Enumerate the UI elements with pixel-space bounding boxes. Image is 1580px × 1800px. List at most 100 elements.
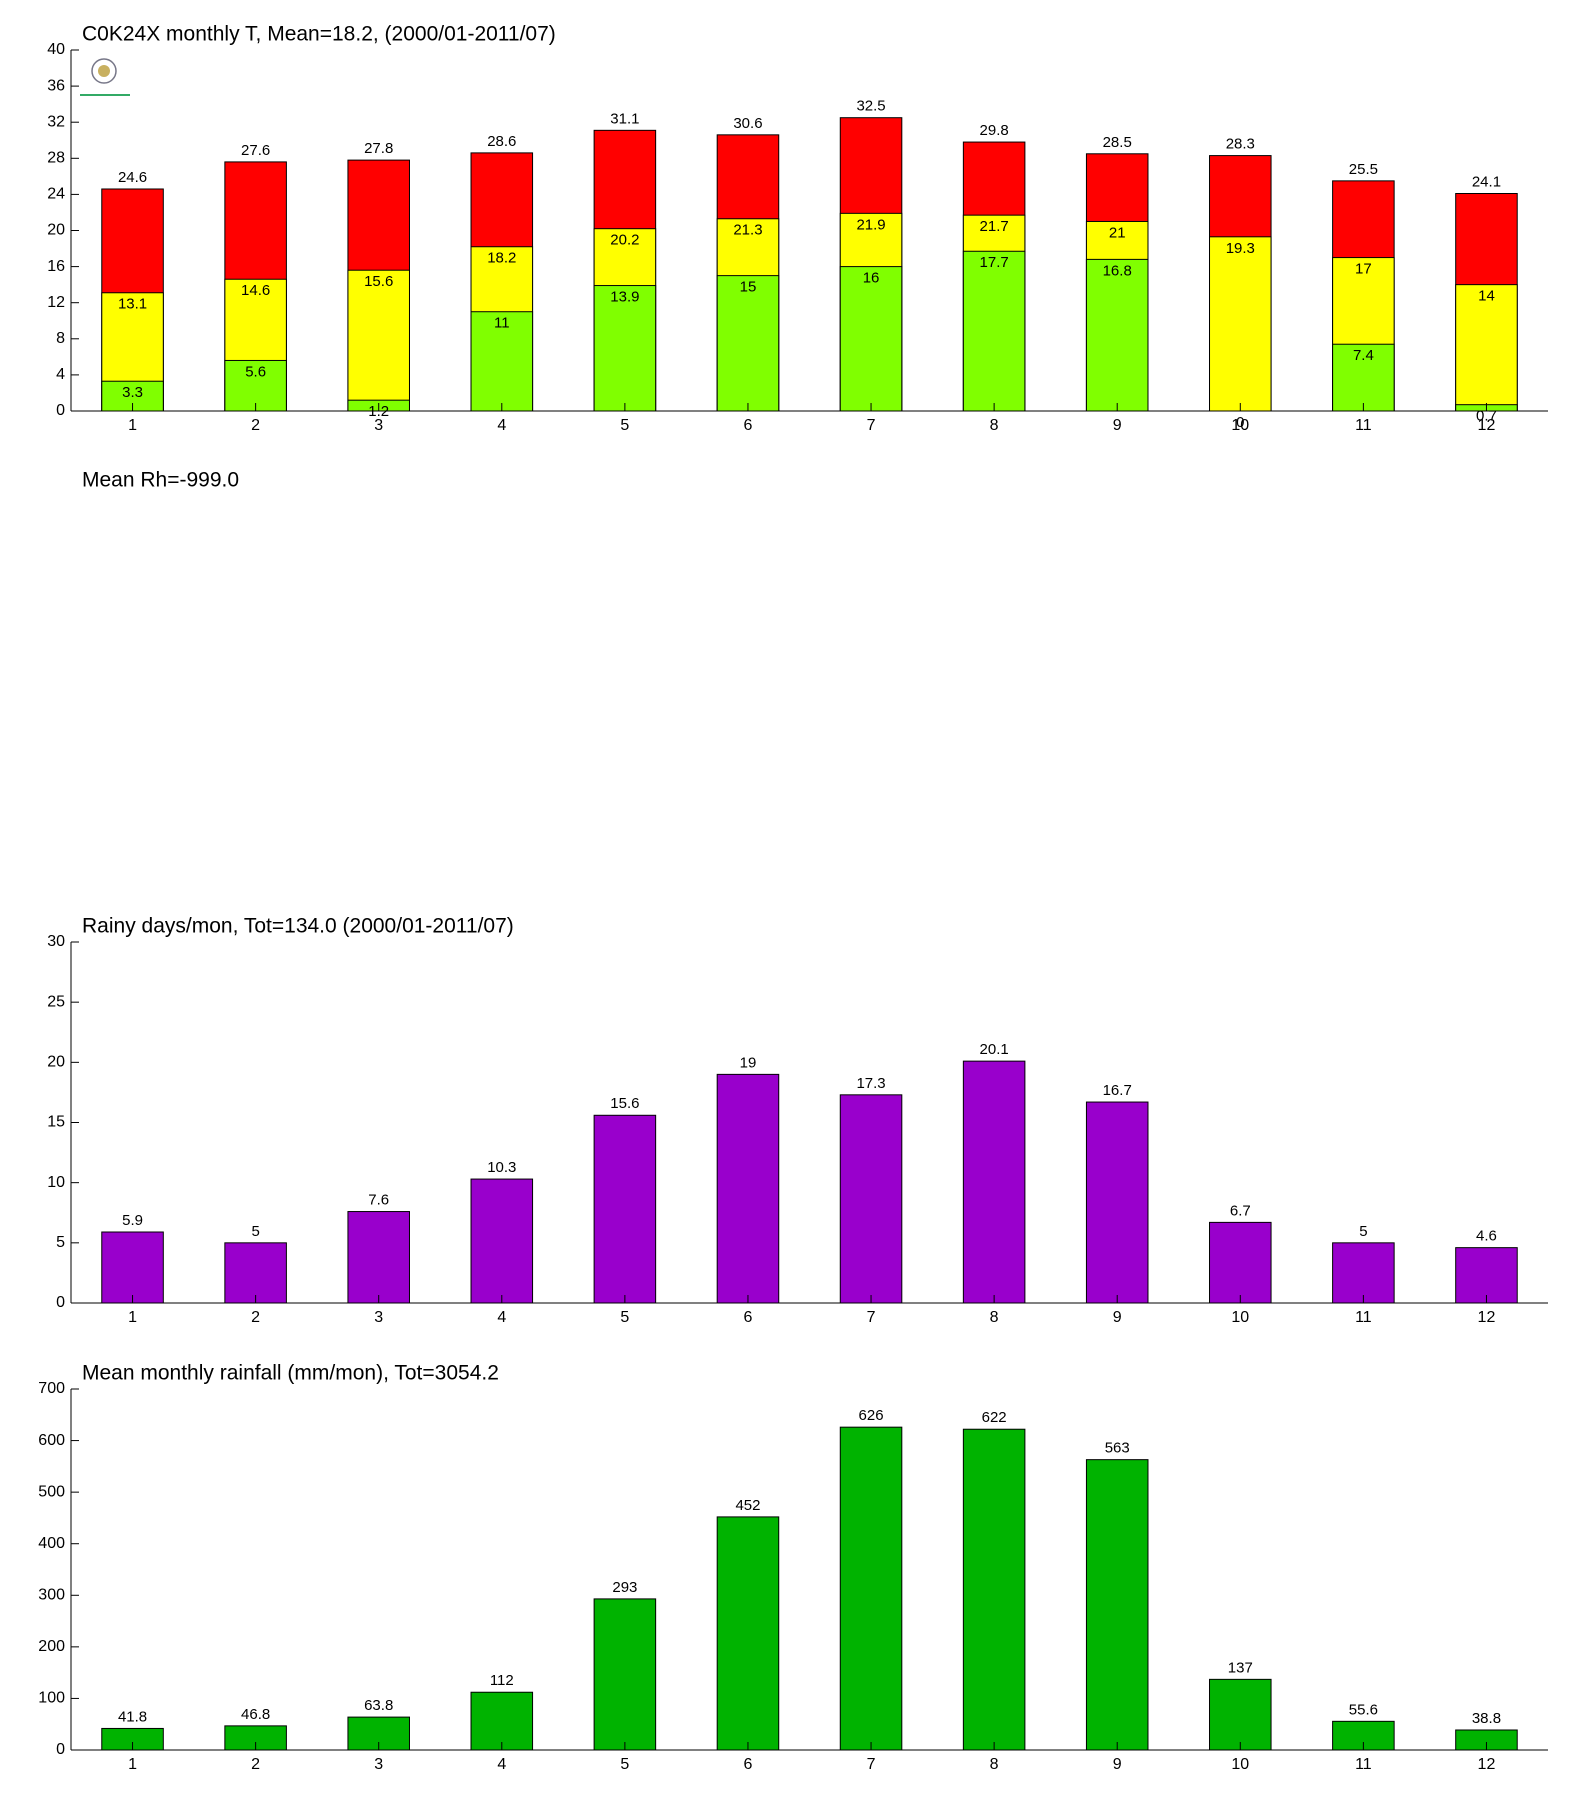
- value-label: 17.7: [980, 254, 1009, 271]
- bar: [1085, 258, 1149, 412]
- x-tick-label: 9: [1113, 417, 1122, 434]
- value-label: 19.3: [1226, 240, 1255, 257]
- value-label: 27.6: [241, 142, 270, 159]
- value-label: 31.1: [610, 110, 639, 127]
- y-tick-label: 16: [47, 258, 65, 275]
- x-tick-label: 6: [744, 1309, 753, 1326]
- value-label: 27.8: [364, 140, 393, 157]
- value-label: 19: [740, 1054, 757, 1071]
- value-label: 25.5: [1349, 161, 1378, 178]
- value-label: 41.8: [118, 1708, 147, 1725]
- x-tick-label: 7: [867, 417, 876, 434]
- x-tick-label: 5: [620, 1756, 629, 1773]
- y-tick-label: 100: [38, 1690, 65, 1707]
- bar: [962, 1428, 1026, 1751]
- y-tick-label: 600: [38, 1432, 65, 1449]
- y-tick-label: 0: [56, 402, 65, 419]
- x-tick-label: 5: [620, 417, 629, 434]
- bar: [1209, 1221, 1272, 1304]
- value-label: 7.6: [368, 1192, 389, 1209]
- y-tick-label: 28: [47, 150, 65, 167]
- value-label: 18.2: [487, 250, 516, 267]
- bar: [1332, 1242, 1395, 1304]
- bar: [470, 1691, 534, 1751]
- y-tick-label: 0: [56, 1294, 65, 1311]
- x-tick-label: 4: [497, 1309, 506, 1326]
- bar: [1209, 1678, 1272, 1751]
- x-tick-label: 1: [128, 1756, 137, 1773]
- x-tick-label: 7: [867, 1756, 876, 1773]
- x-tick-label: 7: [867, 1309, 876, 1326]
- value-label: 24.6: [118, 169, 147, 186]
- x-tick-label: 3: [374, 1309, 383, 1326]
- value-label: 28.3: [1226, 136, 1255, 153]
- bar: [716, 1073, 780, 1304]
- bar: [839, 1094, 903, 1304]
- value-label: 5.9: [122, 1212, 143, 1229]
- chart-title: Rainy days/mon, Tot=134.0 (2000/01-2011/…: [82, 915, 514, 938]
- y-tick-label: 20: [47, 222, 65, 239]
- bar: [470, 1178, 534, 1304]
- y-tick-label: 15: [47, 1114, 65, 1131]
- bar: [593, 1598, 657, 1751]
- value-label: 5.6: [245, 363, 266, 380]
- value-label: 15.6: [364, 273, 393, 290]
- value-label: 112: [490, 1672, 514, 1689]
- bar: [347, 269, 410, 412]
- bar: [716, 1516, 780, 1751]
- value-label: 16.8: [1103, 262, 1132, 279]
- y-tick-label: 10: [47, 1174, 65, 1191]
- value-label: 3.3: [122, 384, 143, 401]
- y-tick-label: 300: [38, 1587, 65, 1604]
- y-tick-label: 5: [56, 1234, 65, 1251]
- x-tick-label: 2: [251, 1309, 260, 1326]
- value-label: 17.3: [856, 1075, 885, 1092]
- x-tick-label: 9: [1113, 1309, 1122, 1326]
- value-label: 28.6: [487, 133, 516, 150]
- y-tick-label: 500: [38, 1483, 65, 1500]
- x-tick-label: 12: [1478, 1309, 1496, 1326]
- y-tick-label: 200: [38, 1638, 65, 1655]
- value-label: 0.7: [1476, 408, 1497, 425]
- logo: [80, 58, 130, 96]
- value-label: 5: [1359, 1223, 1367, 1240]
- bar: [1209, 236, 1272, 412]
- x-tick-label: 12: [1478, 417, 1496, 434]
- bar: [1455, 1247, 1518, 1304]
- value-label: 17: [1355, 261, 1372, 278]
- x-tick-label: 6: [744, 1756, 753, 1773]
- value-label: 24.1: [1472, 173, 1501, 190]
- x-tick-label: 8: [990, 1309, 999, 1326]
- value-label: 5: [251, 1223, 259, 1240]
- value-label: 13.1: [118, 296, 147, 313]
- value-label: 13.9: [610, 289, 639, 306]
- y-tick-label: 36: [47, 77, 65, 94]
- value-label: 20.1: [980, 1041, 1009, 1058]
- bar: [1085, 1459, 1149, 1751]
- value-label: 21.9: [856, 216, 885, 233]
- x-tick-label: 10: [1231, 417, 1249, 434]
- value-label: 14: [1478, 288, 1495, 305]
- chart-title: Mean Rh=-999.0: [82, 469, 239, 492]
- value-label: 4.6: [1476, 1228, 1497, 1245]
- value-label: 21: [1109, 224, 1126, 241]
- value-label: 14.6: [241, 282, 270, 299]
- value-label: 0: [1236, 414, 1244, 431]
- value-label: 38.8: [1472, 1710, 1501, 1727]
- value-label: 32.5: [856, 98, 885, 115]
- y-tick-label: 12: [47, 294, 65, 311]
- y-tick-label: 0: [56, 1741, 65, 1758]
- chart-title: Mean monthly rainfall (mm/mon), Tot=3054…: [82, 1362, 499, 1385]
- x-tick-label: 11: [1355, 417, 1372, 434]
- value-label: 563: [1105, 1440, 1130, 1457]
- x-tick-label: 2: [251, 1756, 260, 1773]
- x-tick-label: 10: [1231, 1756, 1249, 1773]
- x-tick-label: 8: [990, 1756, 999, 1773]
- x-tick-label: 1: [128, 417, 137, 434]
- value-label: 29.8: [980, 122, 1009, 139]
- x-tick-label: 1: [128, 1309, 137, 1326]
- value-label: 28.5: [1103, 134, 1132, 151]
- value-label: 21.3: [733, 222, 762, 239]
- value-label: 15.6: [610, 1095, 639, 1112]
